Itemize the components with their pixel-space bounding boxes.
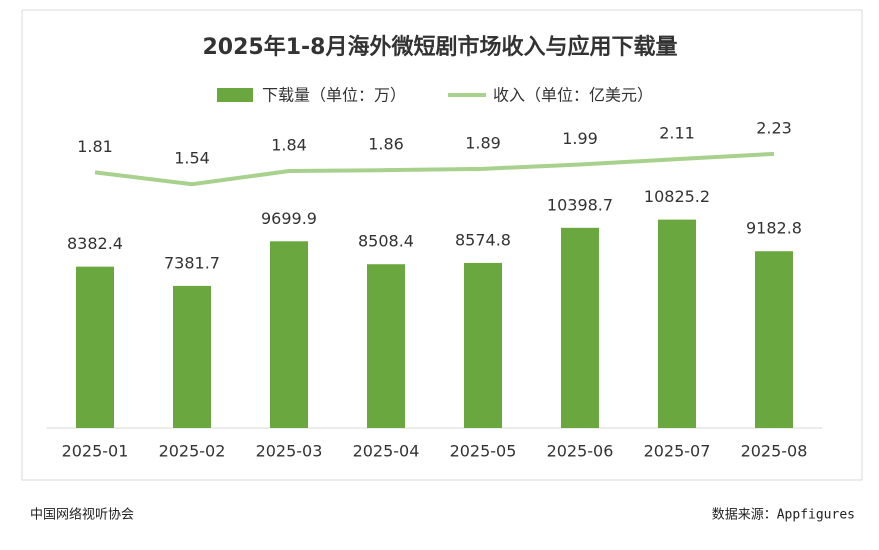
- bar: [76, 266, 114, 428]
- revenue-line: [94, 151, 775, 187]
- bar: [755, 251, 793, 428]
- bar-value-label: 8382.4: [67, 234, 123, 253]
- line-value-label: 2.23: [756, 118, 792, 137]
- bar-value-label: 10398.7: [547, 195, 613, 214]
- bar: [658, 219, 696, 428]
- line-value-label: 1.54: [174, 149, 210, 168]
- chart-title: 2025年1-8月海外微短剧市场收入与应用下载量: [203, 34, 678, 60]
- x-tick-label: 2025-02: [159, 442, 226, 461]
- bar-value-label: 8508.4: [358, 232, 414, 251]
- bar-value-label: 8574.8: [455, 230, 511, 249]
- chart-frame: [21, 9, 863, 481]
- bar: [367, 264, 405, 428]
- x-tick-label: 2025-06: [547, 442, 614, 461]
- line-value-label: 1.81: [77, 137, 113, 156]
- bar-value-label: 7381.7: [164, 253, 220, 272]
- line-value-label: 1.86: [368, 135, 404, 154]
- x-tick-label: 2025-08: [741, 442, 808, 461]
- x-tick-label: 2025-07: [644, 442, 711, 461]
- bar: [173, 285, 211, 428]
- legend-label: 下载量（单位：万）: [262, 86, 406, 105]
- bar: [270, 241, 308, 428]
- line-value-label: 1.99: [562, 129, 598, 148]
- bar-value-label: 9699.9: [261, 209, 317, 228]
- x-tick-label: 2025-04: [353, 442, 420, 461]
- bar-value-label: 9182.8: [746, 219, 802, 238]
- line-value-label: 2.11: [659, 124, 695, 143]
- x-tick-label: 2025-05: [450, 442, 517, 461]
- x-tick-label: 2025-01: [62, 442, 129, 461]
- line-value-label: 1.89: [465, 133, 501, 152]
- footer-right: 数据来源：Appfigures: [712, 508, 855, 523]
- bar: [464, 262, 502, 428]
- line-value-label: 1.84: [271, 136, 307, 155]
- legend-label: 收入（单位：亿美元）: [493, 86, 653, 105]
- footer-left: 中国网络视听协会: [30, 507, 134, 523]
- bar-value-label: 10825.2: [644, 187, 710, 206]
- legend-swatch: [217, 88, 253, 102]
- x-tick-label: 2025-03: [256, 442, 323, 461]
- bar: [561, 227, 599, 428]
